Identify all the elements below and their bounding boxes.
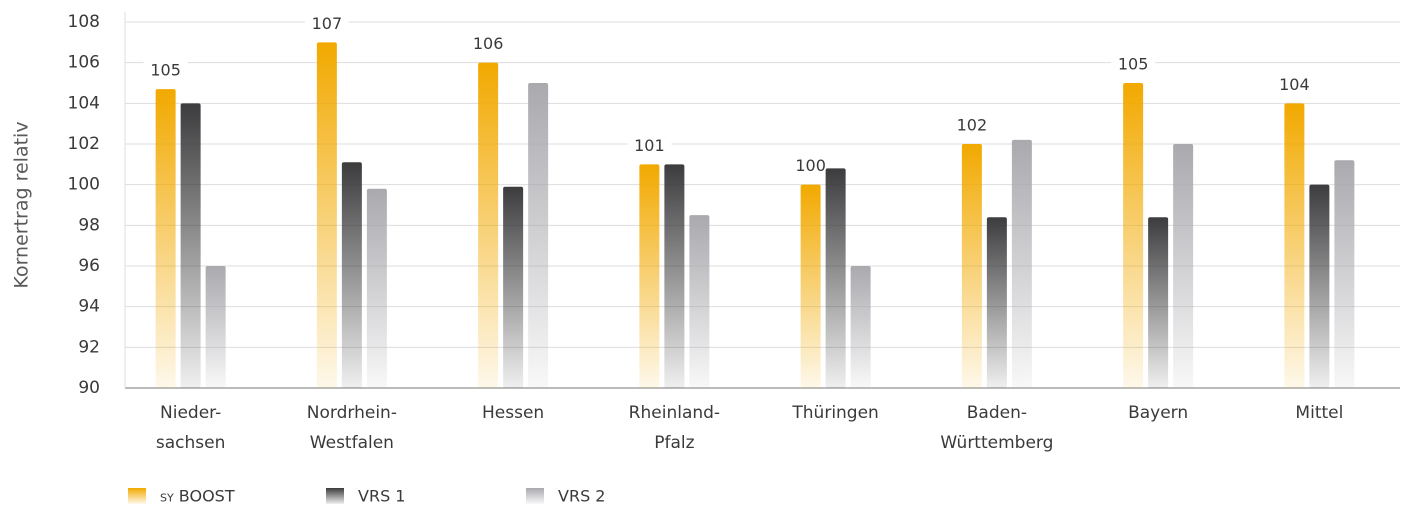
y-tick-label: 104 (68, 93, 100, 113)
bar (1284, 103, 1305, 388)
y-tick-label: 106 (68, 53, 100, 73)
data-label-bg (1111, 54, 1156, 76)
legend-label: VRS 1 (358, 487, 405, 506)
bar (366, 188, 387, 388)
bar (1173, 144, 1194, 388)
bar (1309, 184, 1330, 388)
x-tick-label: Rheinland-Pfalz (629, 403, 720, 453)
bar (664, 164, 685, 388)
y-tick-label: 98 (78, 215, 100, 235)
data-label: 101 (634, 136, 665, 155)
x-tick-label: Hessen (482, 403, 544, 423)
data-label: 100 (795, 156, 826, 175)
bar (800, 184, 821, 388)
y-tick-label: 96 (78, 256, 100, 276)
data-label: 106 (473, 34, 504, 53)
x-tick-label: Nieder-sachsen (156, 403, 226, 453)
bar (205, 266, 226, 388)
bar (478, 62, 499, 389)
data-label-bg (466, 33, 511, 56)
legend-swatch (326, 488, 344, 504)
y-tick-label: 90 (78, 378, 100, 398)
bar (639, 164, 660, 388)
x-tick-label: Bayern (1128, 403, 1188, 423)
y-tick-label: 100 (68, 175, 100, 195)
data-label-bg (304, 13, 349, 36)
y-axis-label: Kornertrag relativ (11, 121, 33, 288)
data-label-bg (788, 155, 833, 178)
bar (850, 266, 871, 388)
bar (1148, 217, 1169, 388)
legend-swatch (128, 488, 146, 504)
bar (528, 83, 549, 388)
y-tick-label: 94 (78, 297, 100, 317)
data-label: 107 (312, 14, 343, 33)
data-label: 104 (1279, 75, 1310, 94)
x-tick-label: Nordrhein-Westfalen (307, 403, 397, 453)
bar (180, 103, 201, 388)
data-label-bg (627, 135, 672, 158)
bar (1011, 139, 1032, 388)
x-tick-label: Thüringen (791, 403, 878, 423)
x-tick-label: Mittel (1295, 403, 1343, 423)
bar (961, 144, 982, 388)
bar (341, 162, 362, 388)
legend-swatch (526, 488, 544, 504)
bar (1334, 160, 1355, 388)
data-label: 105 (1118, 55, 1149, 74)
bar (1123, 83, 1144, 388)
bar (155, 89, 176, 388)
data-label-bg (1272, 74, 1317, 97)
data-label: 105 (150, 61, 181, 80)
bar (503, 186, 524, 388)
data-label-bg (949, 115, 994, 137)
bar (825, 168, 846, 388)
data-label: 102 (957, 116, 988, 135)
bar (689, 215, 710, 388)
y-tick-label: 92 (78, 337, 100, 357)
y-tick-label: 108 (68, 12, 100, 32)
legend-label: VRS 2 (558, 487, 605, 506)
data-label-bg (143, 60, 188, 83)
legend-label: sy BOOST (160, 487, 235, 506)
x-tick-label: Baden-Württemberg (940, 403, 1053, 453)
bar (986, 217, 1007, 388)
bar (316, 42, 337, 388)
y-tick-label: 102 (68, 134, 100, 154)
